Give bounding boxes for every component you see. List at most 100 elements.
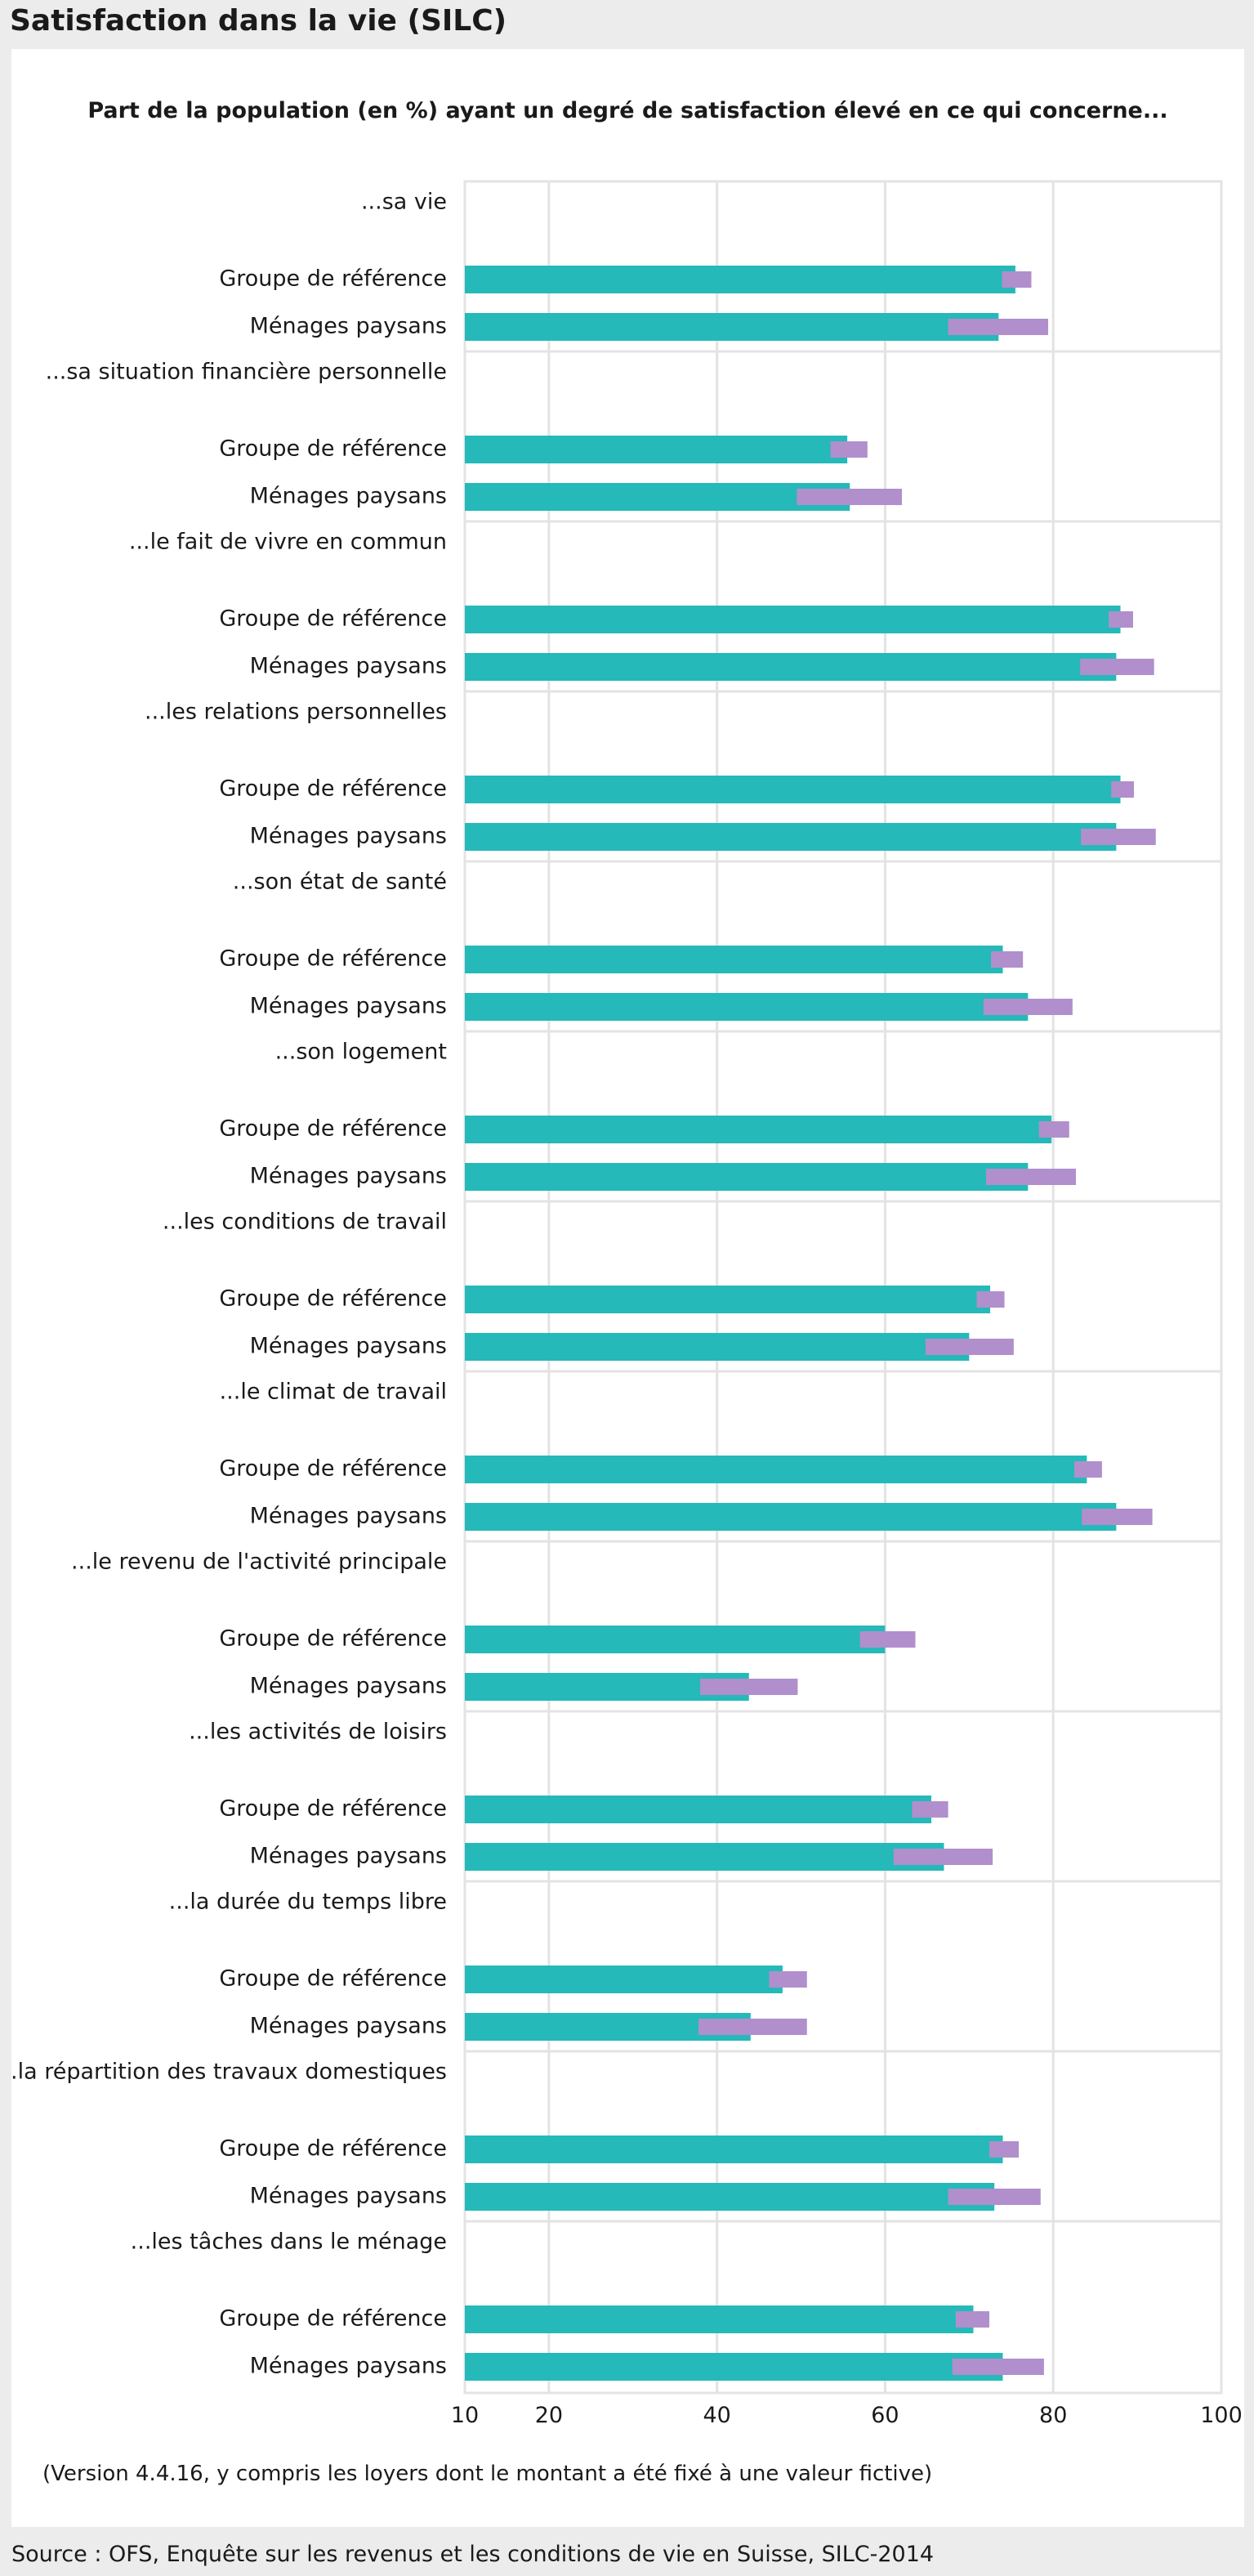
confidence-interval [991, 951, 1024, 968]
data-bar [465, 1843, 944, 1871]
x-tick-label: 80 [1039, 2403, 1067, 2428]
confidence-interval [948, 2189, 1041, 2205]
row-label: Groupe de référence [219, 1286, 447, 1312]
confidence-interval [859, 1631, 916, 1648]
data-bar [465, 483, 850, 511]
row-label: Ménages paysans [250, 1504, 447, 1529]
row-label: Groupe de référence [219, 1626, 447, 1652]
confidence-interval [952, 2359, 1044, 2375]
data-bar [465, 946, 1003, 973]
data-bar [465, 2305, 974, 2333]
row-label: Ménages paysans [250, 2014, 447, 2039]
data-bar [465, 1456, 1087, 1483]
row-label: Ménages paysans [250, 1844, 447, 1869]
x-tick-label: 20 [535, 2403, 563, 2428]
confidence-interval [797, 489, 903, 505]
data-bar [465, 1966, 783, 1993]
confidence-interval [700, 1679, 798, 1695]
data-bar [465, 1286, 991, 1313]
group-label: ...les tâches dans le ménage [131, 2229, 447, 2255]
confidence-interval [1081, 829, 1156, 845]
data-bar [465, 993, 1029, 1021]
group-label: ...son état de santé [233, 870, 447, 895]
confidence-interval [912, 1801, 948, 1818]
row-label: Ménages paysans [250, 654, 447, 679]
x-tick-label: 10 [451, 2403, 479, 2428]
confidence-interval [769, 1971, 807, 1988]
group-label: ...la durée du temps libre [169, 1890, 447, 1915]
row-label: Groupe de référence [219, 1796, 447, 1822]
group-label: ...sa situation financière personnelle [46, 360, 447, 385]
row-label: Ménages paysans [250, 1334, 447, 1359]
row-label: Groupe de référence [219, 946, 447, 972]
data-bar [465, 823, 1117, 851]
chart-subtitle: Part de la population (en %) ayant un de… [87, 98, 1168, 123]
confidence-interval [983, 999, 1073, 1015]
group-label: ...les relations personnelles [145, 700, 447, 725]
data-bar [465, 313, 999, 341]
row-label: Ménages paysans [250, 1164, 447, 1189]
confidence-interval [989, 2141, 1020, 2158]
group-label: ...la répartition des travaux domestique… [11, 2059, 447, 2085]
confidence-interval [830, 441, 868, 458]
chart-footnote: (Version 4.4.16, y compris les loyers do… [42, 2462, 933, 2486]
row-label: Ménages paysans [250, 994, 447, 1019]
data-bar [465, 1503, 1117, 1531]
confidence-interval [1038, 1121, 1069, 1138]
row-label: Ménages paysans [250, 1674, 447, 1699]
data-bar [465, 1116, 1052, 1143]
data-bar [465, 2353, 1003, 2381]
x-tick-label: 60 [871, 2403, 899, 2428]
data-bar [465, 1626, 886, 1653]
row-label: Groupe de référence [219, 2306, 447, 2332]
row-label: Groupe de référence [219, 1966, 447, 1992]
row-label: Groupe de référence [219, 266, 447, 292]
group-label: ...le revenu de l'activité principale [71, 1550, 447, 1575]
confidence-interval [893, 1849, 993, 1865]
row-label: Groupe de référence [219, 2136, 447, 2162]
confidence-interval [1002, 271, 1032, 288]
confidence-interval [1073, 1461, 1102, 1478]
confidence-interval [1109, 611, 1133, 628]
group-label: ...les conditions de travail [163, 1210, 447, 1235]
row-label: Groupe de référence [219, 776, 447, 802]
row-label: Ménages paysans [250, 824, 447, 849]
confidence-interval [976, 1291, 1005, 1308]
group-label: ...le fait de vivre en commun [129, 530, 447, 555]
source-note: Source : OFS, Enquête sur les revenus et… [11, 2542, 935, 2567]
row-label: Groupe de référence [219, 606, 447, 632]
x-tick-label: 40 [703, 2403, 730, 2428]
group-label: ...sa vie [361, 190, 447, 215]
data-bar [465, 1796, 932, 1823]
data-bar [465, 266, 1015, 293]
page-title: Satisfaction dans la vie (SILC) [10, 4, 507, 38]
confidence-interval [1111, 781, 1134, 798]
data-bar [465, 2183, 995, 2211]
row-label: Ménages paysans [250, 2184, 447, 2209]
confidence-interval [948, 319, 1049, 335]
confidence-interval [985, 1169, 1077, 1185]
chart-plot: ...sa vie Groupe de référence Ménages pays… [11, 180, 1243, 2428]
confidence-interval [1080, 659, 1154, 675]
data-bar [465, 436, 848, 463]
group-label: ...les activités de loisirs [189, 1720, 447, 1745]
chart-panel: Part de la population (en %) ayant un de… [11, 49, 1244, 2527]
data-bar [465, 606, 1121, 633]
confidence-interval [1082, 1509, 1153, 1525]
data-bar [465, 776, 1121, 803]
confidence-interval [925, 1339, 1014, 1355]
confidence-interval [955, 2311, 990, 2328]
group-label: ...le climat de travail [220, 1380, 447, 1405]
group-label: ...son logement [275, 1040, 447, 1065]
row-label: Ménages paysans [250, 314, 447, 339]
row-label: Ménages paysans [250, 484, 447, 509]
data-bar [465, 1333, 970, 1361]
data-bar [465, 2135, 1003, 2163]
row-label: Ménages paysans [250, 2354, 447, 2379]
data-bar [465, 653, 1117, 681]
data-bar [465, 1163, 1029, 1191]
confidence-interval [698, 2019, 807, 2035]
row-label: Groupe de référence [219, 1116, 447, 1142]
row-label: Groupe de référence [219, 1456, 447, 1482]
x-tick-label: 100 [1200, 2403, 1243, 2428]
